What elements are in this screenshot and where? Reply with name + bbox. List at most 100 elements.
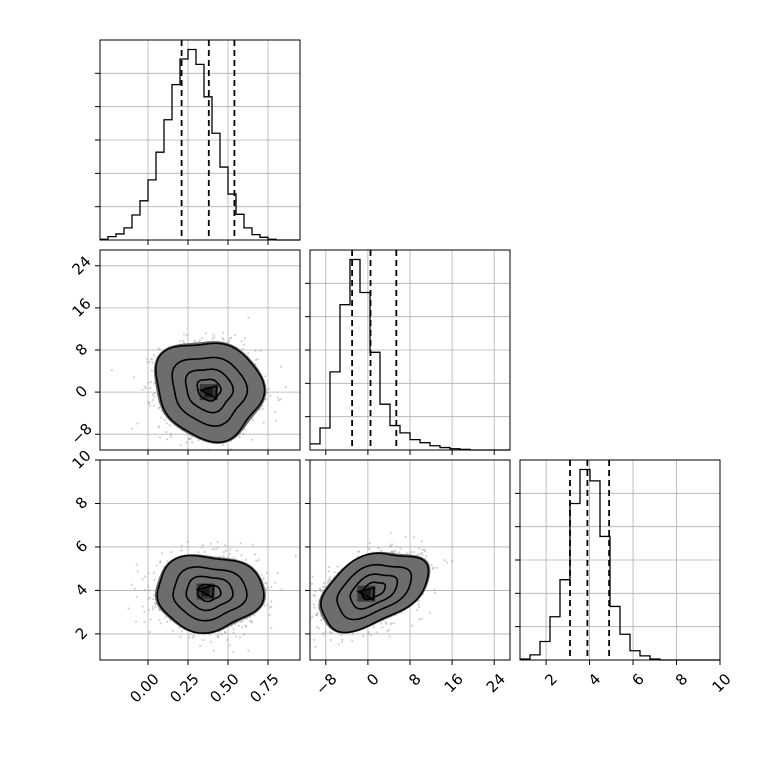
scatter-0-1-point: [242, 343, 245, 346]
scatter-0-2-point: [180, 630, 183, 633]
scatter-0-2-point: [148, 630, 151, 634]
scatter-1-2-point: [377, 546, 380, 550]
scatter-1-2-point: [388, 544, 392, 547]
scatter-1-2-point: [418, 547, 421, 550]
scatter-0-2-point: [199, 645, 202, 648]
scatter-0-1-point: [152, 404, 156, 407]
scatter-0-2-point: [127, 607, 130, 610]
scatter-1-2-point: [328, 576, 331, 579]
scatter-0-2-point: [224, 631, 227, 634]
scatter-0-1-point: [130, 427, 133, 430]
scatter-1-2-point: [319, 587, 322, 591]
scatter-0-2-point: [130, 583, 133, 586]
scatter-0-1-point: [110, 369, 113, 372]
scatter-0-2-point: [159, 560, 162, 563]
scatter-0-1-point: [157, 407, 160, 410]
scatter-0-2-point: [239, 542, 242, 545]
scatter-0-2-point: [224, 549, 228, 552]
scatter-0-1-point: [158, 436, 161, 439]
scatter-0-2-point: [265, 582, 268, 585]
scatter-1-2-point: [409, 550, 413, 554]
scatter-0-1-point: [149, 380, 152, 384]
scatter-0-2-point: [209, 542, 213, 545]
scatter-0-1-point: [242, 432, 245, 435]
scatter-0-1-point: [150, 358, 153, 361]
scatter-0-2-point: [160, 552, 163, 555]
scatter-0-2-point: [244, 624, 247, 627]
scatter-1-2-point: [301, 614, 303, 616]
scatter-0-2-point: [141, 605, 144, 608]
scatter-1-2-point: [361, 635, 365, 638]
scatter-0-1-point: [222, 331, 225, 334]
scatter-1-2-point: [367, 631, 370, 634]
scatter-0-1-point: [146, 357, 149, 360]
scatter-0-1-point: [251, 438, 254, 441]
scatter-1-2-point: [393, 551, 396, 554]
scatter-0-1-point: [274, 410, 277, 413]
scatter-0-2-point: [154, 603, 157, 606]
scatter-0-2-point: [260, 573, 263, 576]
scatter-0-1-point: [157, 347, 160, 350]
scatter-0-2-point: [263, 604, 266, 607]
scatter-1-2-point: [324, 630, 327, 634]
scatter-0-1-point: [136, 422, 139, 425]
scatter-0-1-point: [188, 437, 191, 440]
scatter-0-1-point: [168, 424, 171, 427]
scatter-0-1-point: [132, 376, 135, 379]
scatter-0-1-point: [247, 352, 250, 355]
scatter-1-2-point: [340, 640, 344, 643]
scatter-1-2-point: [326, 581, 329, 584]
scatter-0-1-point: [182, 333, 185, 336]
scatter-1-2-point: [327, 579, 330, 583]
scatter-0-2-point: [229, 548, 232, 551]
scatter-0-1-point: [198, 339, 201, 342]
scatter-0-2-point: [159, 622, 163, 625]
scatter-1-2-point: [316, 611, 319, 615]
scatter-0-1-point: [279, 365, 283, 368]
scatter-1-2-point: [415, 608, 418, 612]
scatter-0-2-point: [249, 616, 252, 619]
scatter-1-2-point: [445, 561, 448, 564]
scatter-0-2-point: [220, 633, 223, 636]
scatter-0-2-point: [188, 636, 191, 639]
scatter-0-2-point: [152, 571, 156, 574]
scatter-0-1-point: [233, 334, 236, 337]
scatter-0-1-point: [153, 395, 156, 398]
scatter-0-2-point: [266, 603, 269, 607]
scatter-0-2-point: [222, 551, 225, 554]
scatter-1-2-point: [328, 565, 331, 569]
scatter-0-2-point: [135, 563, 138, 566]
scatter-1-2-point: [317, 627, 320, 630]
scatter-0-1-point: [258, 408, 262, 411]
scatter-1-2-point: [417, 600, 420, 603]
scatter-1-2-point: [394, 549, 397, 552]
scatter-1-2-point: [413, 536, 416, 539]
scatter-0-1-point: [165, 438, 168, 441]
scatter-1-2-point: [398, 551, 401, 554]
scatter-0-2-point: [232, 556, 235, 560]
scatter-1-2-point: [424, 550, 427, 553]
scatter-0-2-point: [266, 586, 270, 589]
scatter-0-2-point: [232, 631, 235, 635]
scatter-1-2-point: [318, 588, 322, 591]
scatter-1-2-point: [327, 570, 330, 573]
scatter-0-2-point: [227, 556, 230, 559]
scatter-1-2-point: [396, 545, 399, 548]
scatter-0-2-point: [144, 575, 147, 578]
scatter-1-2-point: [380, 622, 383, 625]
scatter-0-1-point: [146, 361, 149, 364]
scatter-1-2-point: [336, 565, 339, 568]
scatter-0-1-point: [148, 404, 152, 407]
scatter-1-2-point: [315, 614, 318, 617]
scatter-1-2-point: [417, 603, 420, 606]
scatter-0-1-point: [265, 398, 268, 401]
scatter-1-2-point: [435, 566, 438, 569]
scatter-1-2-point: [322, 582, 326, 585]
scatter-0-1-plot-area: [110, 316, 287, 450]
scatter-0-2-point: [191, 636, 195, 639]
scatter-1-2-point: [428, 611, 431, 614]
scatter-1-2-point: [420, 540, 423, 543]
scatter-0-1-point: [213, 336, 216, 339]
scatter-1-2-point: [390, 543, 394, 546]
